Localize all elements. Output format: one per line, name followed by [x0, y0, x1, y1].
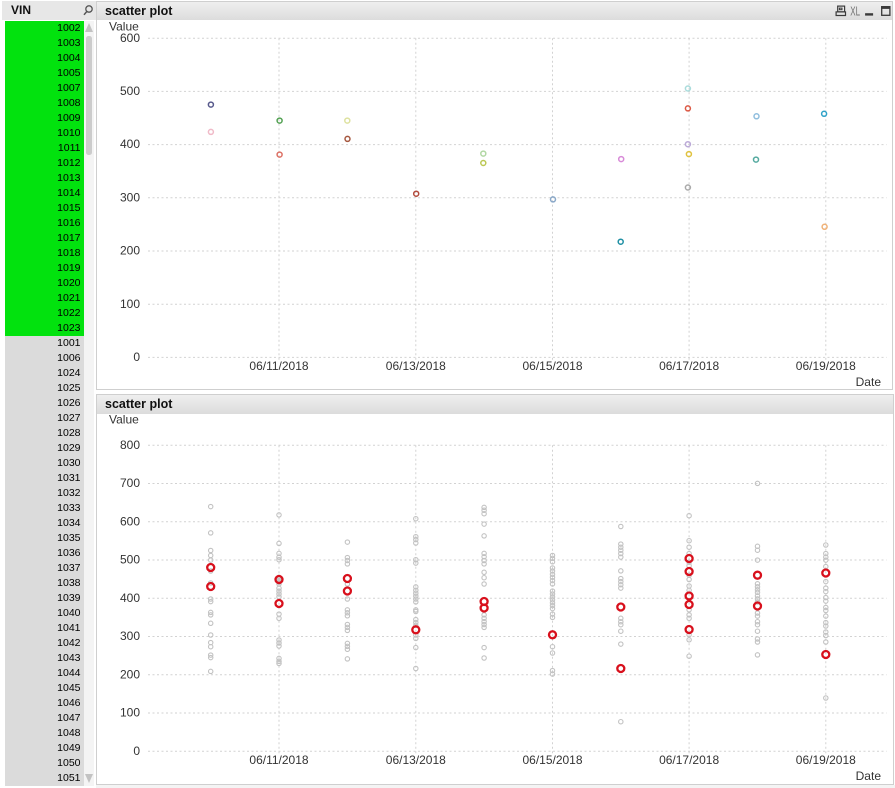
svg-text:06/11/2018: 06/11/2018: [249, 359, 308, 373]
svg-text:06/15/2018: 06/15/2018: [522, 359, 582, 373]
svg-text:600: 600: [120, 514, 140, 528]
svg-text:06/17/2018: 06/17/2018: [659, 359, 719, 373]
svg-text:06/19/2018: 06/19/2018: [796, 753, 856, 767]
svg-text:800: 800: [120, 438, 140, 452]
svg-text:06/17/2018: 06/17/2018: [659, 753, 719, 767]
svg-text:0: 0: [133, 350, 140, 364]
svg-text:300: 300: [120, 190, 140, 204]
svg-text:06/15/2018: 06/15/2018: [522, 753, 582, 767]
svg-text:0: 0: [133, 744, 140, 758]
svg-text:06/11/2018: 06/11/2018: [249, 753, 308, 767]
svg-text:XL: XL: [850, 3, 860, 18]
svg-text:200: 200: [120, 667, 140, 681]
svg-text:100: 100: [120, 706, 140, 720]
svg-text:300: 300: [120, 629, 140, 643]
svg-text:06/13/2018: 06/13/2018: [386, 359, 446, 373]
svg-text:100: 100: [120, 297, 140, 311]
svg-text:500: 500: [120, 553, 140, 567]
svg-text:Value: Value: [109, 20, 139, 34]
svg-text:200: 200: [120, 244, 140, 258]
svg-text:06/13/2018: 06/13/2018: [386, 753, 446, 767]
svg-text:06/19/2018: 06/19/2018: [796, 359, 856, 373]
svg-text:Value: Value: [109, 414, 139, 427]
svg-text:Date: Date: [856, 769, 882, 783]
svg-text:500: 500: [120, 84, 140, 98]
svg-text:600: 600: [120, 31, 140, 45]
svg-text:Date: Date: [856, 375, 882, 389]
svg-text:400: 400: [120, 591, 140, 605]
svg-text:700: 700: [120, 476, 140, 490]
svg-text:400: 400: [120, 137, 140, 151]
